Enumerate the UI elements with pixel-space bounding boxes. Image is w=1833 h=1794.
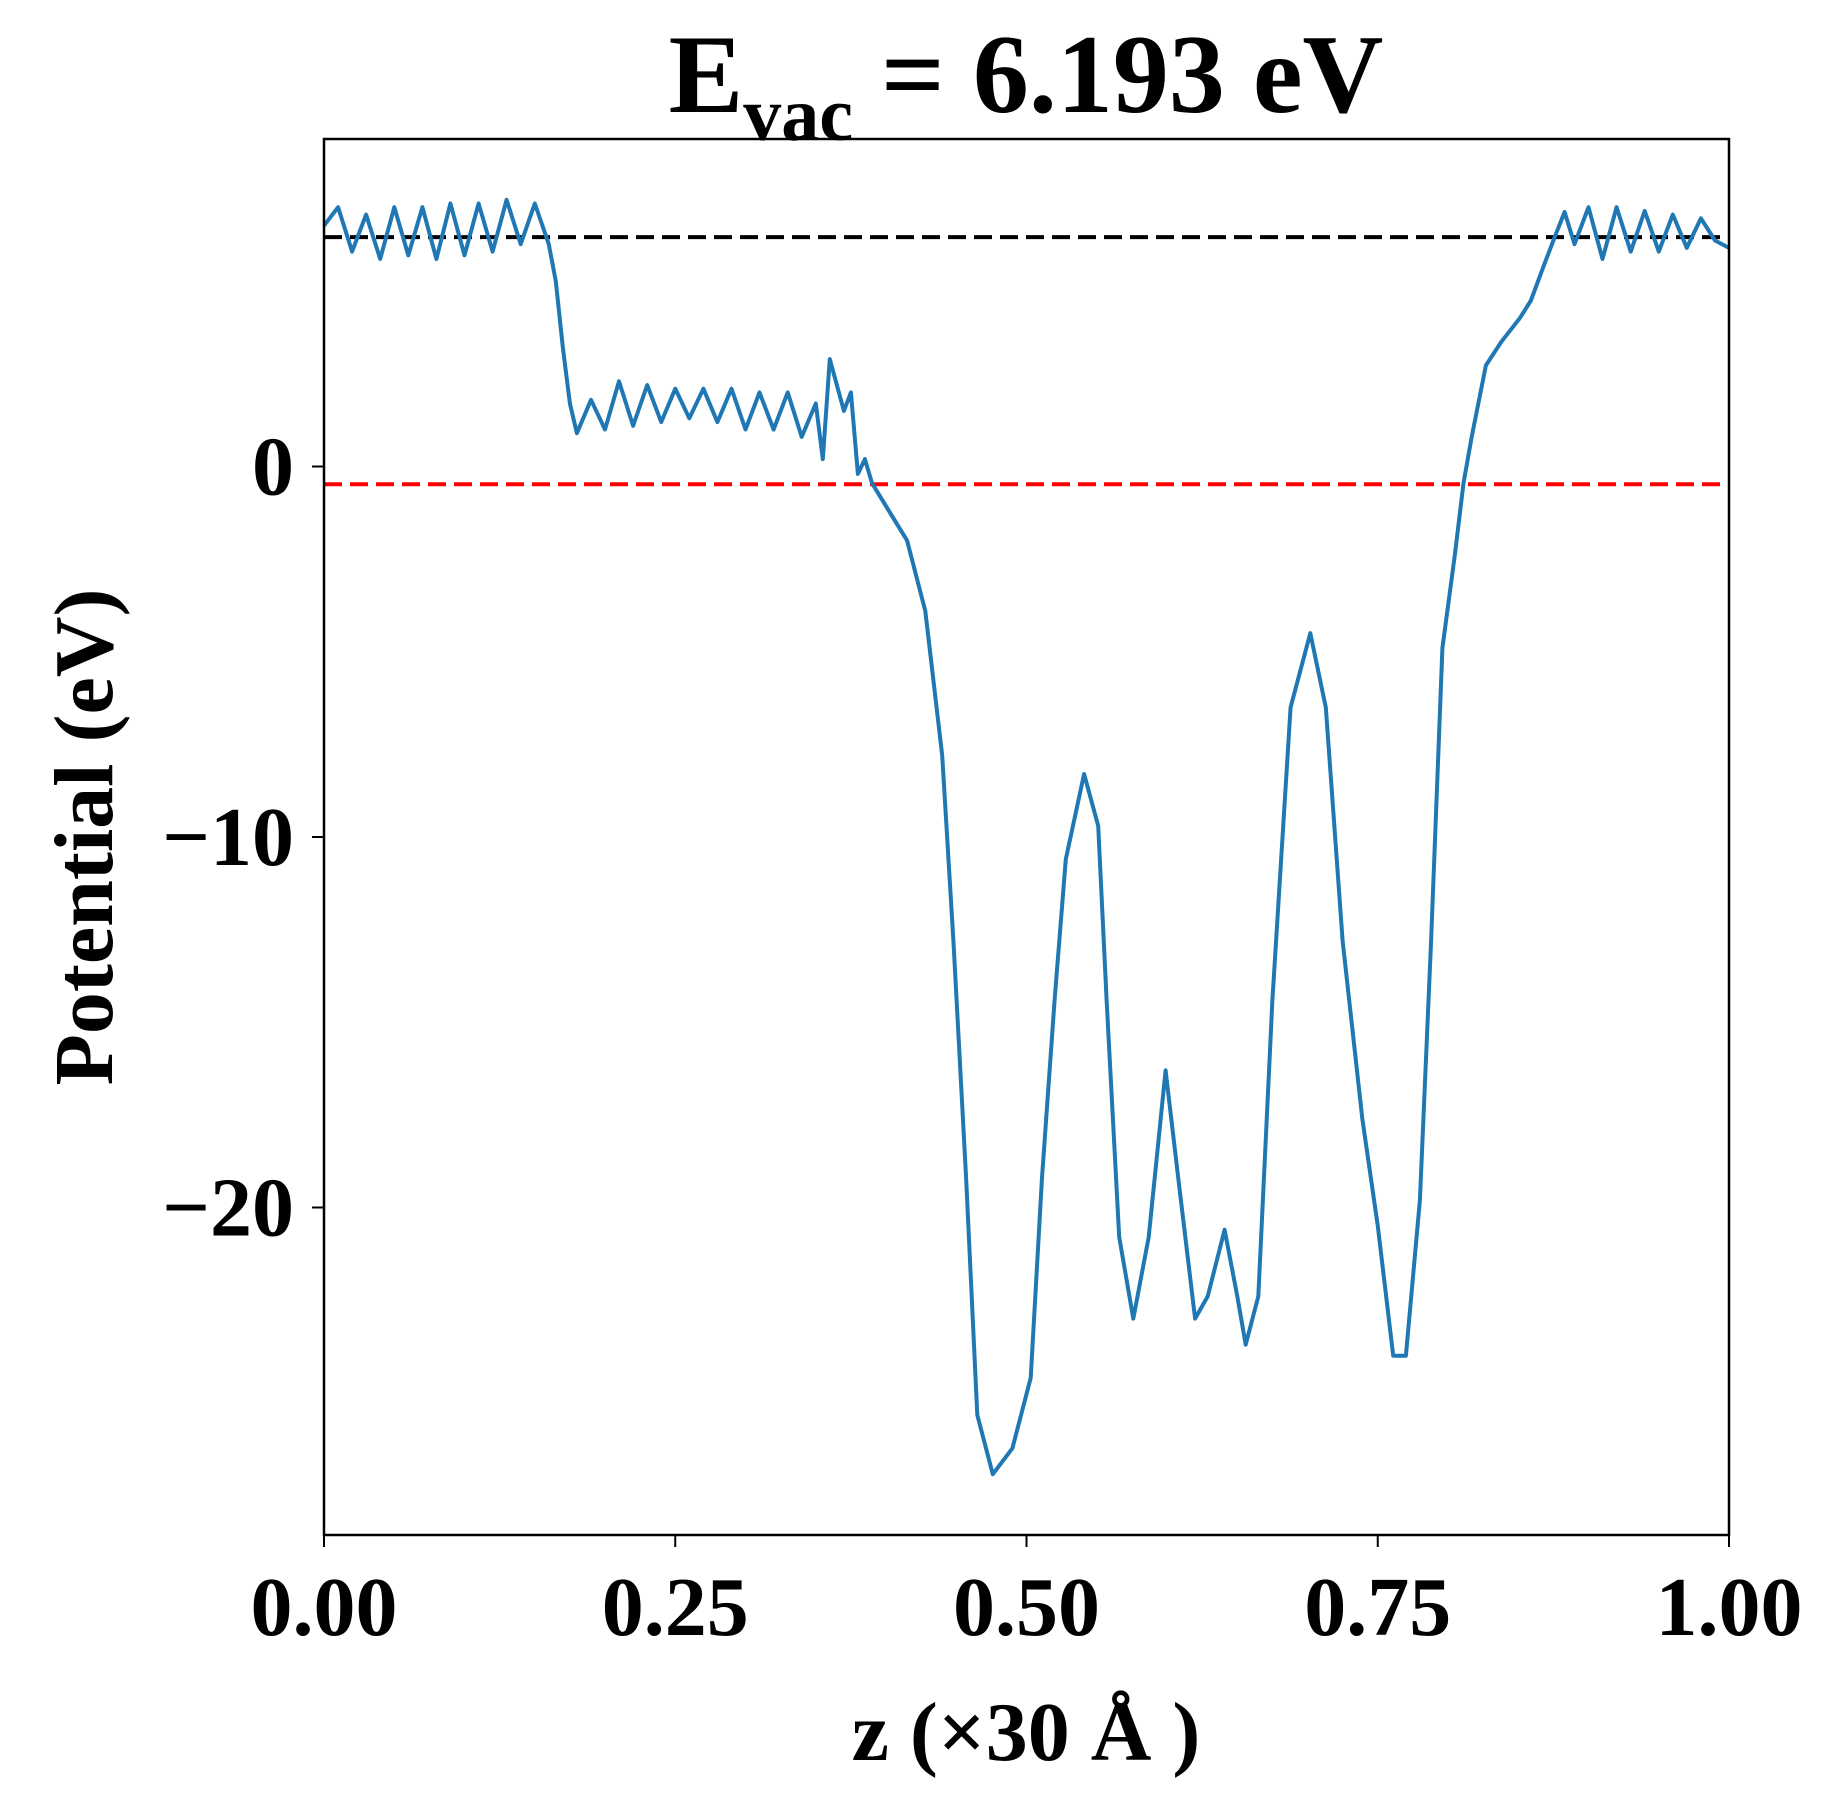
x-tick-label: 0.50 xyxy=(953,1561,1100,1654)
y-tick-label: 0 xyxy=(252,421,294,514)
y-tick-label: −20 xyxy=(162,1161,294,1254)
x-tick-label: 0.00 xyxy=(251,1561,398,1654)
x-tick-label: 1.00 xyxy=(1656,1561,1803,1654)
x-axis-label: z (×30 Å ) xyxy=(852,1686,1201,1779)
data-line xyxy=(322,197,1730,1477)
title-sub: vac xyxy=(743,73,853,157)
title-rest: = 6.193 eV xyxy=(881,13,1383,137)
x-tick-label: 0.75 xyxy=(1304,1561,1451,1654)
chart-title: Evac = 6.193 eV xyxy=(669,13,1384,157)
y-axis-label: Potential (eV) xyxy=(38,589,131,1086)
y-tick-label: −10 xyxy=(162,791,294,884)
title-main: E xyxy=(669,13,744,137)
plot-frame xyxy=(322,137,1731,1537)
x-tick-label: 0.25 xyxy=(602,1561,749,1654)
